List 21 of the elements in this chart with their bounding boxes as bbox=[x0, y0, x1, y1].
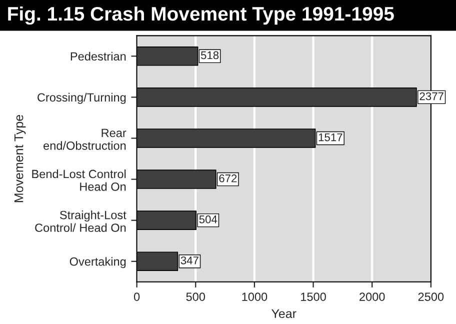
x-tick-label: 1500 bbox=[301, 292, 326, 301]
y-tick-label: Pedestrian bbox=[70, 52, 126, 61]
y-tick-label: Crossing/Turning bbox=[38, 92, 126, 104]
x-axis-title: Year bbox=[272, 309, 296, 318]
x-tick-label: 0 bbox=[134, 292, 140, 301]
data-label: 504 bbox=[199, 215, 218, 224]
data-label: 347 bbox=[180, 256, 198, 264]
x-tick-label: 2000 bbox=[360, 292, 385, 301]
x-tick-label: 500 bbox=[186, 292, 206, 301]
y-tick-label: Overtaking bbox=[70, 257, 126, 268]
data-label: 2377 bbox=[420, 92, 444, 100]
data-label: 672 bbox=[219, 174, 237, 182]
y-axis-title: Movement Type bbox=[14, 114, 26, 202]
y-tick-label: Bend-Lost Control Head On bbox=[32, 170, 126, 191]
data-label: 1517 bbox=[318, 133, 342, 142]
y-tick-label: Rear end/Obstruction bbox=[44, 128, 126, 150]
chart-title: Fig. 1.15 Crash Movement Type 1991-1995 bbox=[8, 6, 394, 25]
y-tick-label: Straight-Lost Control/ Head On bbox=[35, 210, 126, 232]
x-tick-label: 2500 bbox=[418, 292, 444, 301]
data-label: 518 bbox=[200, 51, 219, 60]
x-tick-label: 1000 bbox=[242, 292, 268, 301]
